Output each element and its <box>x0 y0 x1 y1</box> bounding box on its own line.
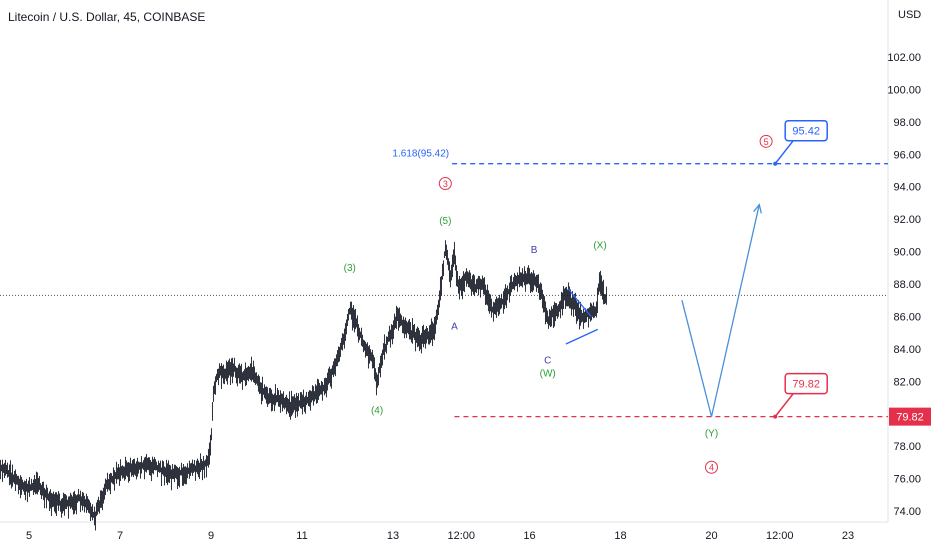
callout-box <box>784 372 828 395</box>
y-tick-label: 78.00 <box>893 441 921 453</box>
wave-circle <box>438 176 452 190</box>
wave-label: (4) <box>371 406 383 417</box>
callout-value: 79.82 <box>792 379 820 391</box>
callout-pointer <box>774 139 804 165</box>
triangle-lower-line <box>565 328 599 345</box>
projection-arrow-icon <box>753 203 762 214</box>
fib-level-label: 1.618(95.42) <box>392 149 449 160</box>
y-tick-label: 74.00 <box>893 506 921 518</box>
y-tick-label: 94.00 <box>893 182 921 194</box>
callout-box <box>784 119 828 142</box>
y-tick-label: 98.00 <box>893 117 921 129</box>
triangle-upper-line <box>567 288 592 317</box>
wave-label: (3) <box>344 263 356 274</box>
wave-circle <box>705 460 718 474</box>
callout-anchor <box>773 414 778 419</box>
x-tick-label: 18 <box>614 530 626 542</box>
wave-label: A <box>451 321 458 332</box>
price-axis-badge <box>889 407 931 426</box>
y-tick-label: 96.00 <box>893 149 921 161</box>
x-tick-label: 20 <box>705 530 717 542</box>
x-tick-label: 12:00 <box>766 530 794 542</box>
wave-label: B <box>531 245 538 256</box>
chart-title: Litecoin / U.S. Dollar, 45, COINBASE <box>8 10 206 24</box>
y-tick-label: 92.00 <box>893 214 921 226</box>
projection-path <box>681 204 760 417</box>
wave-label: (5) <box>439 216 451 227</box>
wave-label: C <box>544 355 551 366</box>
x-tick-label: 12:00 <box>447 530 475 542</box>
price-axis-badge-value: 79.82 <box>896 412 924 424</box>
callout-anchor <box>773 161 778 166</box>
x-tick-label: 7 <box>117 530 123 542</box>
wave-circle <box>759 134 773 148</box>
wave-label: (W) <box>540 368 556 379</box>
x-tick-label: 9 <box>208 530 214 542</box>
x-tick-label: 16 <box>523 530 535 542</box>
callout-pointer <box>774 392 804 418</box>
x-tick-label: 5 <box>26 530 32 542</box>
currency-label: USD <box>898 9 921 21</box>
y-tick-label: 82.00 <box>893 376 921 388</box>
y-tick-label: 102.00 <box>887 52 921 64</box>
wave-circle-label: 3 <box>443 179 448 189</box>
wave-circle-label: 5 <box>764 137 769 147</box>
callout-value: 95.42 <box>792 126 820 138</box>
x-tick-label: 11 <box>296 530 307 542</box>
y-tick-label: 90.00 <box>893 247 921 259</box>
y-tick-label: 76.00 <box>893 474 921 486</box>
wave-label: (X) <box>593 240 606 251</box>
y-tick-label: 88.00 <box>893 279 921 291</box>
y-tick-label: 86.00 <box>893 311 921 323</box>
wave-label: (Y) <box>705 428 718 439</box>
wave-circle-label: 4 <box>709 463 714 473</box>
y-tick-label: 100.00 <box>887 84 921 96</box>
x-tick-label: 23 <box>842 530 854 542</box>
y-tick-label: 84.00 <box>893 344 921 356</box>
x-tick-label: 13 <box>387 530 399 542</box>
